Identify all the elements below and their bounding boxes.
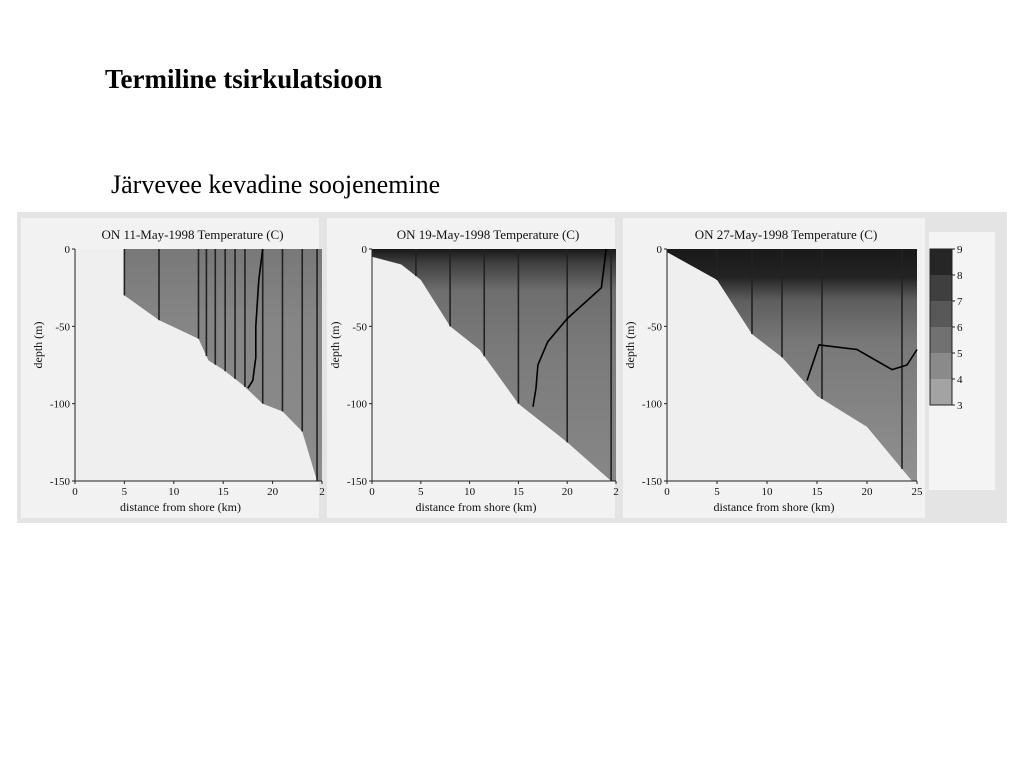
y-tick-label: -50 bbox=[55, 321, 70, 333]
slide-title: Termiline tsirkulatsioon bbox=[105, 64, 383, 94]
x-tick-label: 20 bbox=[862, 486, 874, 498]
x-tick-label: 20 bbox=[562, 486, 574, 498]
x-tick-label: 2 bbox=[613, 486, 619, 498]
panel-3: ON 27-May-1998 Temperature (C) 0 -50 -100 -1… bbox=[623, 218, 925, 518]
panel-title: ON 19-May-1998 Temperature (C) bbox=[397, 227, 580, 242]
y-axis-label: depth (m) bbox=[623, 322, 637, 369]
y-tick-label: -50 bbox=[352, 321, 367, 333]
isotherm-line bbox=[532, 248, 607, 407]
x-tick-label: 20 bbox=[267, 486, 279, 498]
colorbar-segment bbox=[930, 275, 952, 301]
x-tick-label: 5 bbox=[122, 486, 128, 498]
panel-title: ON 11-May-1998 Temperature (C) bbox=[101, 227, 283, 242]
colorbar-segment bbox=[930, 353, 952, 379]
x-axis-label: distance from shore (km) bbox=[120, 500, 241, 514]
y-tick-label: -100 bbox=[642, 399, 663, 411]
colorbar-segment bbox=[930, 379, 952, 405]
colorbar-tick-label: 4 bbox=[957, 374, 963, 386]
x-axis-label: distance from shore (km) bbox=[416, 500, 537, 514]
y-tick-label: 0 bbox=[657, 244, 663, 256]
colorbar: 9 8 7 6 5 4 3 bbox=[929, 232, 995, 490]
slide-subtitle: Järvevee kevadine soojenemine bbox=[111, 170, 441, 199]
y-tick-label: -50 bbox=[647, 321, 662, 333]
x-tick-label: 15 bbox=[812, 486, 824, 498]
y-tick-label: -100 bbox=[347, 399, 368, 411]
colorbar-segment bbox=[930, 301, 952, 327]
y-tick-label: -150 bbox=[642, 476, 663, 488]
x-tick-label: 15 bbox=[218, 486, 230, 498]
temperature-sections-svg: ON 11-May-1998 Temperature (C) 0 -50 -100 -1… bbox=[21, 218, 995, 518]
x-tick-label: 10 bbox=[464, 486, 476, 498]
water-temperature-field bbox=[372, 249, 616, 481]
y-tick-label: 0 bbox=[65, 244, 71, 256]
y-tick-label: 0 bbox=[362, 244, 368, 256]
colorbar-tick-label: 8 bbox=[957, 270, 963, 282]
colorbar-segment bbox=[930, 327, 952, 353]
x-tick-label: 5 bbox=[418, 486, 424, 498]
x-tick-label: 10 bbox=[762, 486, 774, 498]
isotherm-line bbox=[247, 248, 264, 389]
y-tick-label: -100 bbox=[50, 399, 71, 411]
x-tick-label: 10 bbox=[168, 486, 180, 498]
x-tick-label: 2 bbox=[319, 486, 325, 498]
x-tick-label: 0 bbox=[72, 486, 78, 498]
x-tick-label: 5 bbox=[714, 486, 720, 498]
water-temperature-field bbox=[124, 249, 323, 481]
colorbar-tick-label: 6 bbox=[957, 322, 963, 334]
colorbar-tick-label: 9 bbox=[957, 244, 963, 256]
colorbar-segment bbox=[930, 249, 952, 275]
x-tick-label: 15 bbox=[513, 486, 525, 498]
colorbar-tick-label: 7 bbox=[957, 296, 963, 308]
y-tick-label: -150 bbox=[347, 476, 368, 488]
x-tick-label: 0 bbox=[664, 486, 670, 498]
colorbar-tick-label: 3 bbox=[957, 400, 963, 412]
x-tick-label: 25 bbox=[912, 486, 924, 498]
y-axis-label: depth (m) bbox=[328, 322, 342, 369]
y-tick-label: -150 bbox=[50, 476, 71, 488]
colorbar-tick-label: 5 bbox=[957, 348, 963, 360]
temperature-figure: ON 11-May-1998 Temperature (C) 0 -50 -100 -1… bbox=[17, 212, 1007, 523]
water-temperature-field bbox=[667, 249, 917, 481]
panel-2: ON 19-May-1998 Temperature (C) 0 -50 -100 -1… bbox=[327, 218, 619, 518]
x-axis-label: distance from shore (km) bbox=[714, 500, 835, 514]
panel-title: ON 27-May-1998 Temperature (C) bbox=[695, 227, 878, 242]
x-tick-label: 0 bbox=[369, 486, 375, 498]
y-axis-label: depth (m) bbox=[31, 322, 45, 369]
panel-1: ON 11-May-1998 Temperature (C) 0 -50 -100 -1… bbox=[21, 218, 325, 518]
isotherm-line bbox=[806, 344, 918, 381]
